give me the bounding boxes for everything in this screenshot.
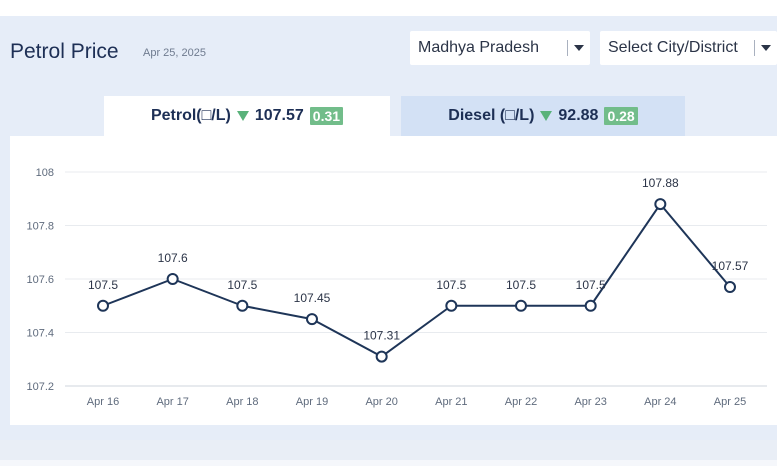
bottom-strip [0, 460, 777, 466]
data-point [236, 299, 249, 312]
data-point [654, 198, 667, 211]
x-tick-label: Apr 17 [156, 396, 188, 408]
select-divider [754, 40, 755, 56]
tab-diesel[interactable]: Diesel (□/L) 92.88 0.28 [401, 96, 685, 136]
tab-petrol[interactable]: Petrol(□/L) 107.57 0.31 [104, 96, 390, 136]
y-tick-label: 107.4 [26, 328, 54, 340]
data-label: 107.45 [294, 291, 331, 305]
data-point [445, 299, 458, 312]
data-label: 107.31 [363, 329, 400, 343]
tab-petrol-change-badge: 0.31 [309, 107, 344, 125]
y-tick-label: 108 [36, 167, 54, 179]
select-divider [567, 40, 568, 56]
y-tick-label: 107.6 [26, 274, 54, 286]
x-tick-label: Apr 25 [714, 396, 746, 408]
data-point [166, 273, 179, 285]
x-tick-label: Apr 24 [644, 396, 676, 408]
page-title: Petrol Price [10, 40, 119, 63]
data-point [375, 350, 388, 363]
x-tick-label: Apr 19 [296, 396, 328, 408]
data-point [584, 299, 597, 312]
city-select-placeholder: Select City/District [608, 39, 738, 56]
tab-petrol-label: Petrol(□/L) [150, 107, 231, 124]
data-label: 107.88 [642, 176, 679, 190]
city-select[interactable]: Select City/District [600, 31, 777, 65]
data-label: 107.5 [227, 278, 257, 292]
tab-diesel-change-badge: 0.28 [604, 107, 638, 125]
price-chart-area: 107.2 107.4 107.6 107.8 108 Apr 16 Apr 17 Apr 1… [10, 136, 777, 425]
tab-diesel-price: 92.88 [558, 107, 599, 124]
price-date: Apr 25, 2025 [143, 47, 206, 59]
data-label: 107.5 [436, 278, 466, 292]
data-point [306, 313, 318, 326]
arrow-down-icon [236, 111, 249, 121]
arrow-down-icon [540, 111, 553, 121]
data-label: 107.6 [158, 251, 188, 265]
data-point [724, 281, 736, 294]
x-tick-label: Apr 16 [87, 396, 119, 408]
data-label: 107.5 [576, 278, 606, 292]
y-tick-label: 107.2 [26, 381, 54, 393]
x-tick-label: Apr 23 [574, 396, 606, 408]
price-line-chart: 107.2 107.4 107.6 107.8 108 Apr 16 Apr 17 Apr 1… [26, 167, 767, 408]
chevron-down-icon[interactable] [574, 45, 584, 51]
data-point [97, 299, 109, 312]
top-strip [0, 0, 777, 16]
x-tick-label: Apr 22 [505, 396, 537, 408]
state-select-value: Madhya Pradesh [418, 39, 539, 56]
data-label: 107.5 [88, 278, 118, 292]
data-label: 107.57 [712, 259, 749, 273]
y-tick-label: 107.8 [26, 221, 54, 233]
series-line [102, 203, 731, 358]
tab-petrol-price: 107.57 [254, 107, 304, 124]
x-tick-label: Apr 20 [365, 396, 397, 408]
state-select[interactable]: Madhya Pradesh [410, 31, 590, 65]
tab-diesel-label: Diesel (□/L) [448, 107, 535, 124]
chevron-down-icon[interactable] [761, 45, 771, 51]
data-point [515, 299, 527, 312]
x-tick-label: Apr 21 [435, 396, 467, 408]
x-tick-label: Apr 18 [226, 396, 258, 408]
data-label: 107.5 [506, 278, 536, 292]
